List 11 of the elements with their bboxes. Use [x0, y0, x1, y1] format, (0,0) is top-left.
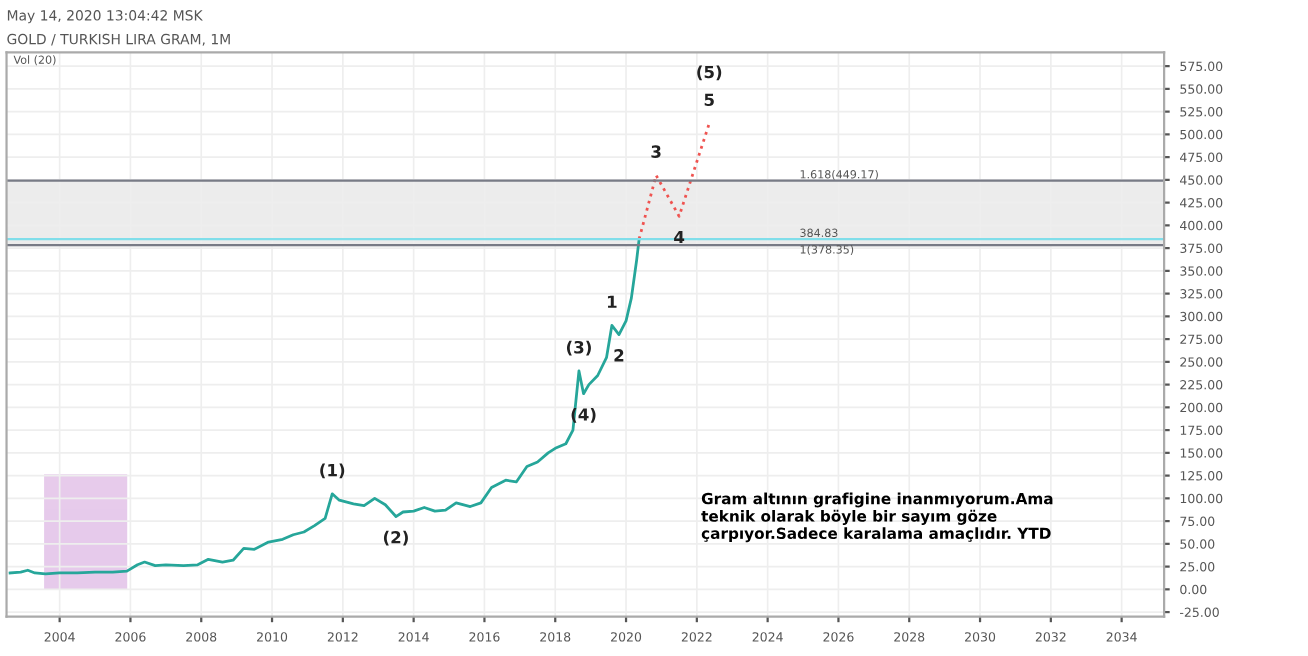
annotation: (5) [697, 65, 722, 81]
annotation: 3 [651, 145, 661, 158]
annotation: (2) [383, 530, 408, 546]
annotation: 5 [704, 93, 714, 107]
annotation: 4 [674, 230, 685, 244]
line-series [637, 122, 711, 241]
annotation: 2 [614, 349, 624, 362]
line-series [8, 237, 641, 576]
annotation: (3) [566, 340, 591, 356]
annotation: (1) [320, 463, 345, 479]
annotation: 1 [607, 295, 617, 308]
